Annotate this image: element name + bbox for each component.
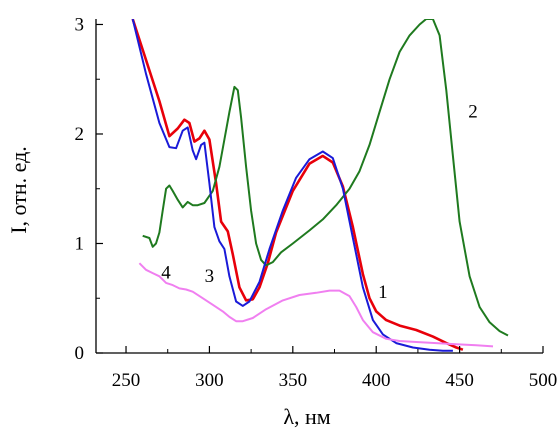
x-tick-label: 400 [362, 370, 391, 391]
x-tick-label: 300 [195, 370, 224, 391]
series-label-4: 4 [161, 263, 171, 284]
x-axis-label: λ, нм [283, 404, 330, 429]
y-tick-label: 3 [75, 14, 85, 35]
series-line-1 [131, 19, 464, 351]
x-tick-label: 500 [529, 370, 558, 391]
series-labels: 1 2 3 4 [161, 102, 477, 304]
series-layer [131, 19, 509, 352]
y-tick-label: 0 [75, 343, 85, 364]
series-line-3 [131, 19, 453, 352]
series-line-4 [138, 262, 494, 348]
series-label-2: 2 [468, 102, 478, 123]
x-tick-label: 450 [445, 370, 474, 391]
series-line-2 [142, 19, 509, 337]
x-tick-label: 350 [279, 370, 308, 391]
y-tick-label: 2 [75, 124, 85, 145]
series-label-1: 1 [378, 282, 388, 303]
y-axis-label: I, отн. ед. [6, 146, 31, 234]
axes: 250 300 350 400 450 500 0 1 2 3 [75, 14, 558, 391]
y-tick-label: 1 [75, 233, 85, 254]
x-tick-label: 250 [112, 370, 141, 391]
series-label-3: 3 [205, 266, 215, 287]
